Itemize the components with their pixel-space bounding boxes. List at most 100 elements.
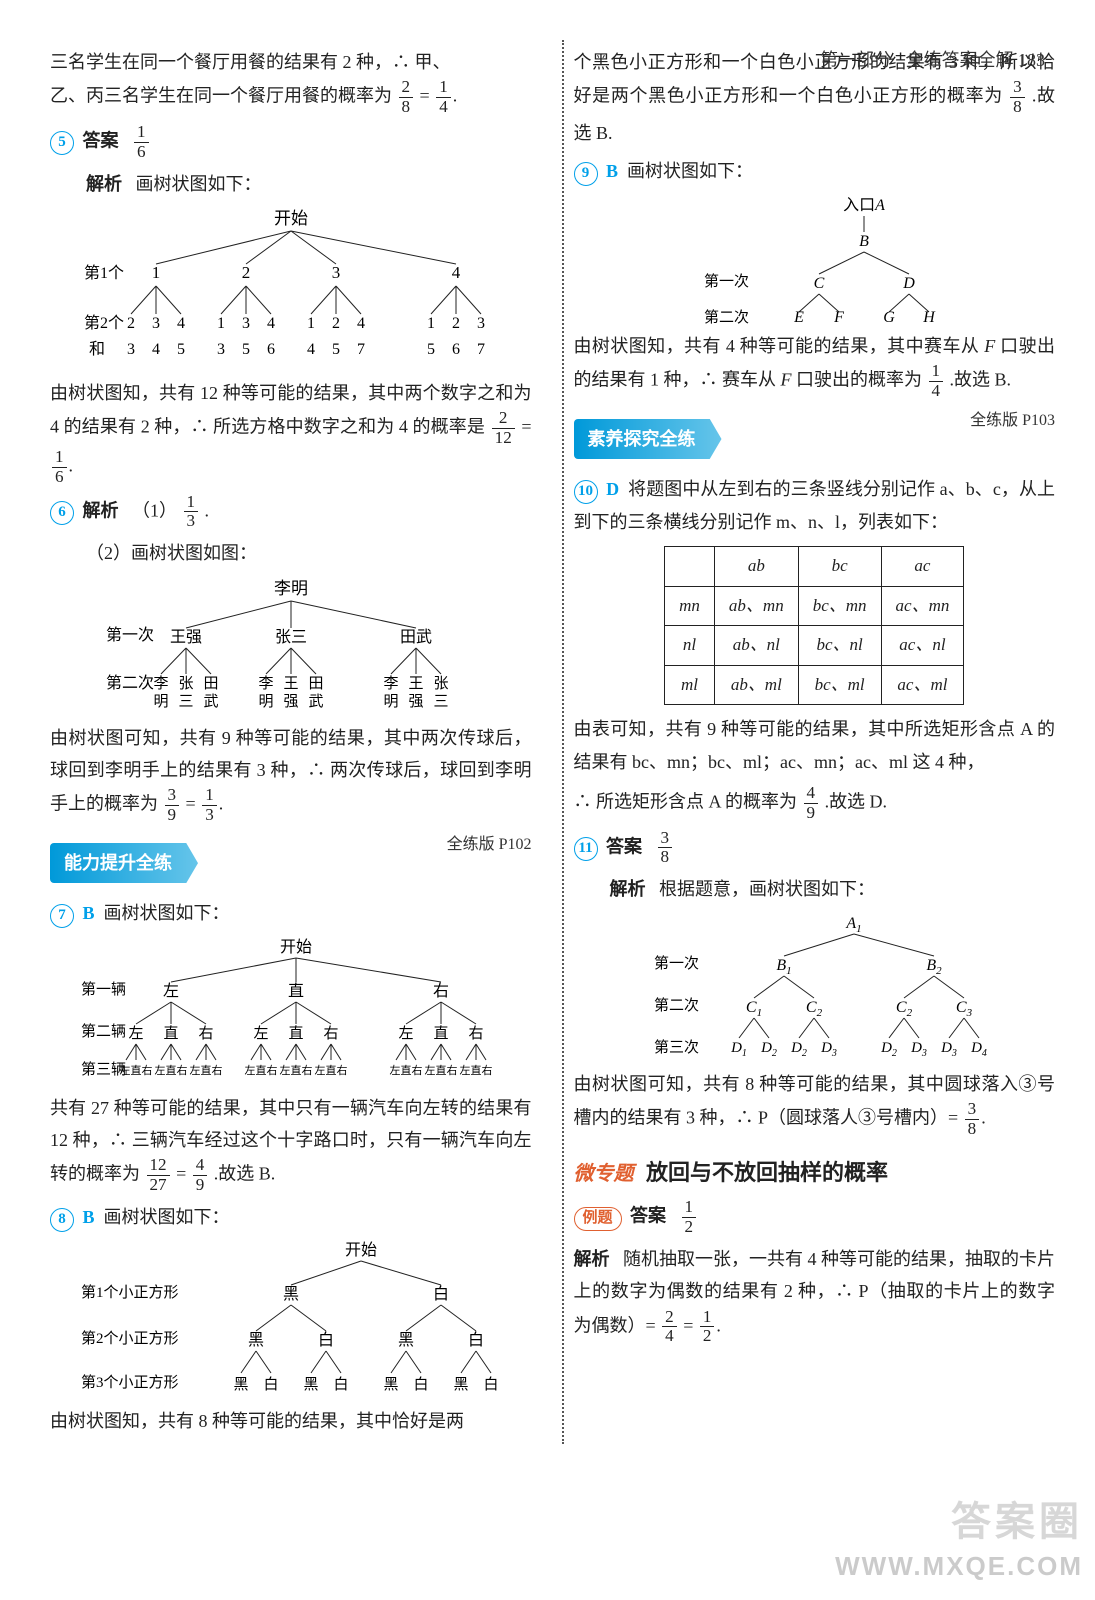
svg-text:左: 左 xyxy=(128,1025,143,1042)
svg-text:第二辆: 第二辆 xyxy=(81,1022,126,1040)
example: 例题 答案 12 xyxy=(574,1198,1056,1237)
svg-text:7: 7 xyxy=(477,341,485,358)
svg-text:左直右: 左直右 xyxy=(244,1063,277,1077)
q8: 8 B 画树状图如下： xyxy=(50,1201,532,1233)
svg-text:强: 强 xyxy=(408,694,423,710)
svg-text:7: 7 xyxy=(357,341,365,358)
q10: 10 D 将题图中从左到右的三条竖线分别记作 a、b、c，从上到下的三条横线分别… xyxy=(574,473,1056,538)
svg-text:C3: C3 xyxy=(956,999,973,1019)
svg-text:3: 3 xyxy=(332,263,341,282)
svg-text:张三: 张三 xyxy=(275,628,307,646)
svg-text:黑: 黑 xyxy=(383,1377,398,1393)
svg-text:F: F xyxy=(833,309,844,324)
svg-text:李明: 李明 xyxy=(274,579,308,598)
svg-text:第一辆: 第一辆 xyxy=(81,980,126,998)
svg-text:开始: 开始 xyxy=(280,938,312,956)
svg-text:张: 张 xyxy=(178,675,193,692)
svg-text:李: 李 xyxy=(258,675,273,692)
svg-text:第一次: 第一次 xyxy=(654,954,699,972)
page-number: 183 xyxy=(1018,50,1045,70)
svg-text:田: 田 xyxy=(203,676,218,692)
svg-text:右: 右 xyxy=(433,982,449,1000)
svg-text:白: 白 xyxy=(263,1376,278,1393)
svg-text:左: 左 xyxy=(253,1025,268,1042)
svg-text:第二次: 第二次 xyxy=(106,674,154,692)
svg-text:右: 右 xyxy=(198,1025,213,1042)
svg-text:左直右: 左直右 xyxy=(389,1063,422,1077)
svg-text:D3: D3 xyxy=(820,1040,837,1059)
left-column: 三名学生在同一个餐厅用餐的结果有 2 种，∴ 甲、 乙、丙三名学生在同一个餐厅用… xyxy=(50,40,542,1444)
svg-text:4: 4 xyxy=(452,263,461,282)
svg-text:C2: C2 xyxy=(806,999,823,1019)
svg-text:白: 白 xyxy=(483,1376,498,1393)
para: 三名学生在同一个餐厅用餐的结果有 2 种，∴ 甲、 乙、丙三名学生在同一个餐厅用… xyxy=(50,46,532,117)
svg-text:黑: 黑 xyxy=(398,1332,414,1349)
svg-text:明: 明 xyxy=(258,693,273,710)
q11-tree: A1 第一次 B1 B2 第二次 C1C2 C2C3 第三次 D1D2 D2D3… xyxy=(594,912,1034,1062)
svg-text:直: 直 xyxy=(433,1025,448,1042)
svg-text:D2: D2 xyxy=(760,1040,777,1059)
svg-text:黑: 黑 xyxy=(248,1332,264,1349)
svg-text:右: 右 xyxy=(323,1025,338,1042)
svg-text:D3: D3 xyxy=(910,1040,927,1059)
svg-text:白: 白 xyxy=(433,1285,449,1303)
svg-text:B1: B1 xyxy=(777,957,792,977)
svg-text:王: 王 xyxy=(408,676,423,692)
svg-text:B2: B2 xyxy=(927,957,943,977)
svg-text:白: 白 xyxy=(413,1376,428,1393)
svg-text:C2: C2 xyxy=(896,999,913,1019)
section-ability: 能力提升全练 全练版 P102 xyxy=(50,831,532,891)
svg-text:左直右: 左直右 xyxy=(314,1063,347,1077)
svg-text:强: 强 xyxy=(283,694,298,710)
svg-text:李: 李 xyxy=(383,675,398,692)
header-part: 第一部分 xyxy=(820,50,892,70)
header-title: 全练答案全解 xyxy=(906,50,1014,70)
svg-text:2: 2 xyxy=(242,263,251,282)
q6: 6 解析 （1） 13 . xyxy=(50,493,532,532)
q7: 7 B 画树状图如下： xyxy=(50,897,532,929)
svg-text:C1: C1 xyxy=(746,999,762,1019)
svg-text:4: 4 xyxy=(152,341,160,358)
svg-text:第二次: 第二次 xyxy=(654,996,699,1014)
svg-text:D1: D1 xyxy=(730,1040,747,1059)
svg-text:张: 张 xyxy=(433,675,448,692)
svg-text:三: 三 xyxy=(178,694,193,710)
svg-text:左直右: 左直右 xyxy=(119,1063,152,1077)
svg-text:3: 3 xyxy=(242,315,250,332)
svg-text:武: 武 xyxy=(203,693,218,710)
svg-text:第二次: 第二次 xyxy=(704,308,749,324)
svg-text:B: B xyxy=(859,233,869,250)
svg-text:明: 明 xyxy=(383,693,398,710)
svg-text:第一次: 第一次 xyxy=(704,272,749,290)
svg-text:第1个小正方形: 第1个小正方形 xyxy=(81,1283,179,1301)
svg-text:左直右: 左直右 xyxy=(154,1063,187,1077)
svg-text:白: 白 xyxy=(468,1331,484,1349)
svg-text:左: 左 xyxy=(163,982,179,1000)
svg-text:黑: 黑 xyxy=(303,1377,318,1393)
svg-text:1: 1 xyxy=(217,315,225,332)
q7-tree: 开始 第一辆 左直右 第二辆 左直右 左直右 左直右 第三辆 左直右左直 xyxy=(51,936,531,1086)
svg-text:黑: 黑 xyxy=(453,1377,468,1393)
svg-text:黑: 黑 xyxy=(233,1377,248,1393)
svg-text:田: 田 xyxy=(308,676,323,692)
svg-text:开始: 开始 xyxy=(345,1241,377,1259)
micro-topic: 微专题 放回与不放回抽样的概率 xyxy=(574,1153,1056,1193)
q5-tree: 开始 第1个 1 2 3 4 第2个 234 134 124 123 和 345… xyxy=(56,206,526,371)
svg-text:左: 左 xyxy=(398,1025,413,1042)
svg-text:左直右: 左直右 xyxy=(459,1063,492,1077)
svg-text:明: 明 xyxy=(153,693,168,710)
svg-text:5: 5 xyxy=(242,341,250,358)
q11: 11 答案 38 xyxy=(574,829,1056,868)
svg-text:第三次: 第三次 xyxy=(654,1038,699,1056)
svg-text:1: 1 xyxy=(152,263,161,282)
svg-text:3: 3 xyxy=(217,341,225,358)
svg-text:和: 和 xyxy=(89,340,105,358)
svg-text:王强: 王强 xyxy=(170,629,202,646)
svg-text:G: G xyxy=(883,309,895,324)
svg-text:右: 右 xyxy=(468,1025,483,1042)
q6-tree: 李明 第一次 王强 张三 田武 第二次 李张田 李王田 李王张 明三武 明强武 … xyxy=(76,576,506,716)
svg-text:第1个: 第1个 xyxy=(84,264,124,282)
svg-text:4: 4 xyxy=(177,315,185,332)
q9: 9 B 画树状图如下： xyxy=(574,155,1056,187)
svg-text:直: 直 xyxy=(288,982,304,1000)
